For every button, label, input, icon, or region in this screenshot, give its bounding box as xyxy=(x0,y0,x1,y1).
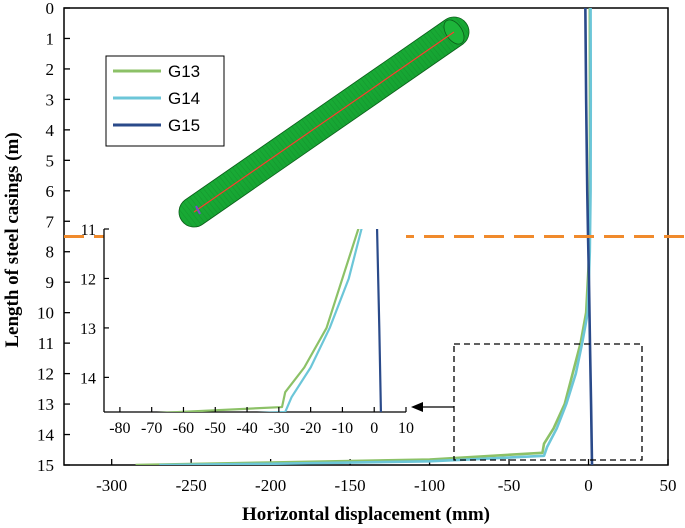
y-tick-label: 3 xyxy=(46,90,55,109)
inset-x-tick-label: 10 xyxy=(398,420,414,437)
legend-label-g15: G15 xyxy=(168,116,200,135)
x-tick-label: -200 xyxy=(255,476,286,495)
y-tick-label: 6 xyxy=(46,182,55,201)
y-tick-label: 5 xyxy=(46,151,55,170)
inset-x-tick-label: -30 xyxy=(268,420,289,437)
inset-x-tick-label: -80 xyxy=(109,420,130,437)
x-tick-label: -300 xyxy=(96,476,127,495)
inset-series xyxy=(156,229,383,412)
inset-x-ticks: -80 -70 -60 -50 -40 -30 -20 -10 0 10 xyxy=(109,407,414,437)
series-line-g14 xyxy=(159,8,593,465)
legend-label-g14: G14 xyxy=(168,89,200,108)
inset-x-tick-label: -70 xyxy=(141,420,162,437)
inset-y-tick-label: 13 xyxy=(80,321,96,338)
x-tick-label: -150 xyxy=(335,476,366,495)
x-tick-label: 50 xyxy=(660,476,677,495)
y-tick-label: 1 xyxy=(46,29,55,48)
y-tick-label: 11 xyxy=(38,334,54,353)
y-tick-label: 0 xyxy=(46,0,55,18)
y-tick-label: 2 xyxy=(46,60,55,79)
inset-series-line-g13 xyxy=(156,229,360,412)
inset-x-tick-label: -40 xyxy=(236,420,257,437)
x-tick-label: -100 xyxy=(414,476,445,495)
inset-x-tick-label: -20 xyxy=(300,420,321,437)
y-tick-label: 9 xyxy=(46,273,55,292)
legend-label-g13: G13 xyxy=(168,62,200,81)
inset-x-tick-label: -50 xyxy=(205,420,226,437)
x-tick-label: -50 xyxy=(498,476,521,495)
inset-x-tick-label: -10 xyxy=(332,420,353,437)
steel-casing-illustration xyxy=(178,16,470,228)
y-tick-label: 13 xyxy=(37,395,54,414)
x-axis-ticks: -300 -250 -200 -150 -100 -50 0 50 xyxy=(96,459,677,495)
x-axis-title: Horizontal displacement (mm) xyxy=(242,504,490,525)
inset-chart: -80 -70 -60 -50 -40 -30 -20 -10 0 10 11 12 13 14 xyxy=(80,222,414,437)
y-tick-label: 7 xyxy=(46,212,55,231)
y-tick-label: 10 xyxy=(37,304,54,323)
inset-y-tick-label: 11 xyxy=(81,222,96,239)
y-tick-label: 8 xyxy=(46,243,55,262)
inset-x-tick-label: -60 xyxy=(173,420,194,437)
y-tick-label: 14 xyxy=(37,426,55,445)
inset-y-ticks: 11 12 13 14 xyxy=(80,222,109,387)
main-series xyxy=(135,8,594,465)
inset-series-line-g15 xyxy=(375,229,383,412)
y-tick-label: 15 xyxy=(37,456,54,475)
inset-y-tick-label: 14 xyxy=(80,370,96,387)
zoom-arrow xyxy=(411,402,454,412)
series-line-g15 xyxy=(584,8,594,465)
legend: G13 G14 G15 xyxy=(105,55,225,147)
x-tick-label: -250 xyxy=(176,476,207,495)
y-tick-label: 12 xyxy=(37,365,54,384)
inset-x-tick-label: 0 xyxy=(370,420,378,437)
zoom-region-box xyxy=(453,343,643,461)
inset-y-tick-label: 12 xyxy=(80,271,96,288)
x-tick-label: 0 xyxy=(584,476,593,495)
y-axis-title: Length of steel casings (m) xyxy=(2,132,23,347)
y-tick-label: 4 xyxy=(46,121,55,140)
inset-series-line-g14 xyxy=(256,229,363,412)
